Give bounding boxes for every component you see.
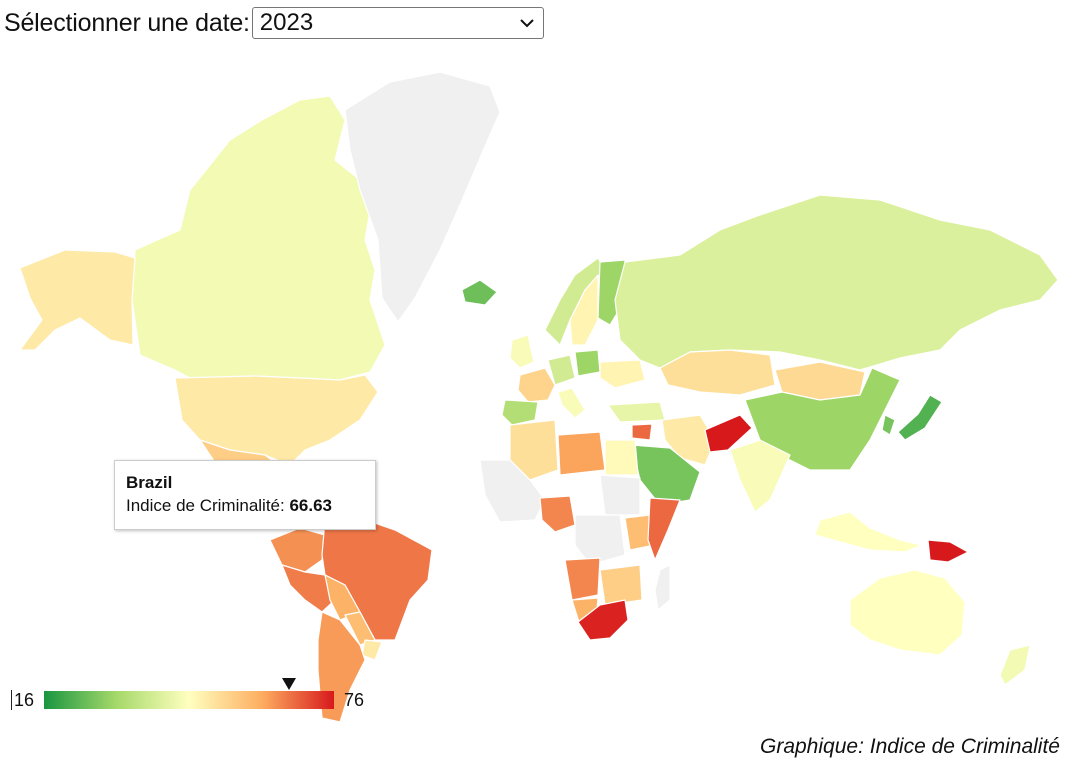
date-selector-group: Sélectionner une date: 2023: [4, 6, 544, 40]
region-afghanistan[interactable]: [704, 414, 753, 453]
region-canada[interactable]: [131, 95, 386, 381]
region-russia[interactable]: [614, 194, 1059, 371]
region-united-states[interactable]: [174, 374, 379, 466]
region-sudan[interactable]: [599, 474, 641, 516]
region-algeria[interactable]: [509, 419, 559, 481]
region-italy[interactable]: [557, 387, 586, 419]
region-india[interactable]: [729, 439, 791, 513]
tooltip-metric-label: Indice de Criminalité:: [126, 496, 290, 515]
region-nigeria[interactable]: [539, 495, 576, 533]
region-uruguay[interactable]: [361, 639, 383, 661]
region-sweden[interactable]: [569, 274, 599, 346]
region-zimbabwe[interactable]: [599, 564, 643, 606]
chart-credit: Graphique: Indice de Criminalité: [760, 735, 1060, 758]
region-japan[interactable]: [897, 394, 943, 441]
region-australia[interactable]: [849, 569, 966, 656]
region-spain[interactable]: [501, 399, 539, 426]
region-papua-new-guinea[interactable]: [927, 539, 969, 563]
region-somalia[interactable]: [647, 497, 681, 561]
region-libya[interactable]: [557, 431, 606, 476]
date-selector-label: Sélectionner une date:: [4, 9, 250, 37]
world-map: [0, 60, 1088, 740]
tooltip-country-name: Brazil: [126, 473, 173, 492]
region-egypt[interactable]: [604, 439, 639, 476]
region-madagascar[interactable]: [654, 564, 671, 611]
region-turkey[interactable]: [607, 401, 666, 423]
region-united-kingdom[interactable]: [509, 334, 535, 369]
region-new-zealand[interactable]: [999, 644, 1031, 686]
region-paraguay[interactable]: [344, 611, 376, 646]
legend-gradient-bar: [44, 691, 334, 709]
legend-start-tick: [11, 690, 12, 710]
region-france[interactable]: [517, 367, 556, 403]
country-tooltip: Brazil Indice de Criminalité: 66.63: [114, 460, 376, 530]
tooltip-metric-row: Indice de Criminalité: 66.63: [126, 494, 364, 517]
chevron-down-icon: [520, 19, 534, 28]
region-kazakhstan[interactable]: [659, 349, 776, 396]
region-iceland[interactable]: [461, 279, 498, 306]
region-poland[interactable]: [574, 349, 601, 377]
region-germany[interactable]: [547, 354, 576, 386]
region-west-africa-nodata[interactable]: [479, 459, 546, 523]
region-indonesia[interactable]: [814, 511, 923, 553]
region-alaska[interactable]: [19, 249, 136, 351]
legend-value-marker-icon: [281, 678, 296, 690]
region-iran[interactable]: [661, 414, 716, 466]
region-south-korea[interactable]: [881, 414, 896, 436]
region-greenland[interactable]: [344, 71, 501, 323]
year-select-value: 2023: [259, 9, 314, 36]
region-angola[interactable]: [564, 557, 601, 601]
region-colombia[interactable]: [269, 527, 326, 573]
region-central-africa-nodata[interactable]: [574, 514, 626, 566]
choropleth-svg: [19, 71, 1059, 723]
region-peru[interactable]: [281, 564, 336, 613]
legend-min-label: 16: [14, 690, 35, 710]
legend-max-label: 76: [344, 690, 365, 710]
region-ukraine[interactable]: [599, 359, 646, 389]
color-legend: 16 76: [8, 676, 378, 716]
year-select[interactable]: 2023: [251, 7, 544, 39]
region-syria[interactable]: [631, 423, 653, 441]
tooltip-metric-value: 66.63: [289, 496, 333, 515]
region-south-africa[interactable]: [577, 599, 629, 641]
